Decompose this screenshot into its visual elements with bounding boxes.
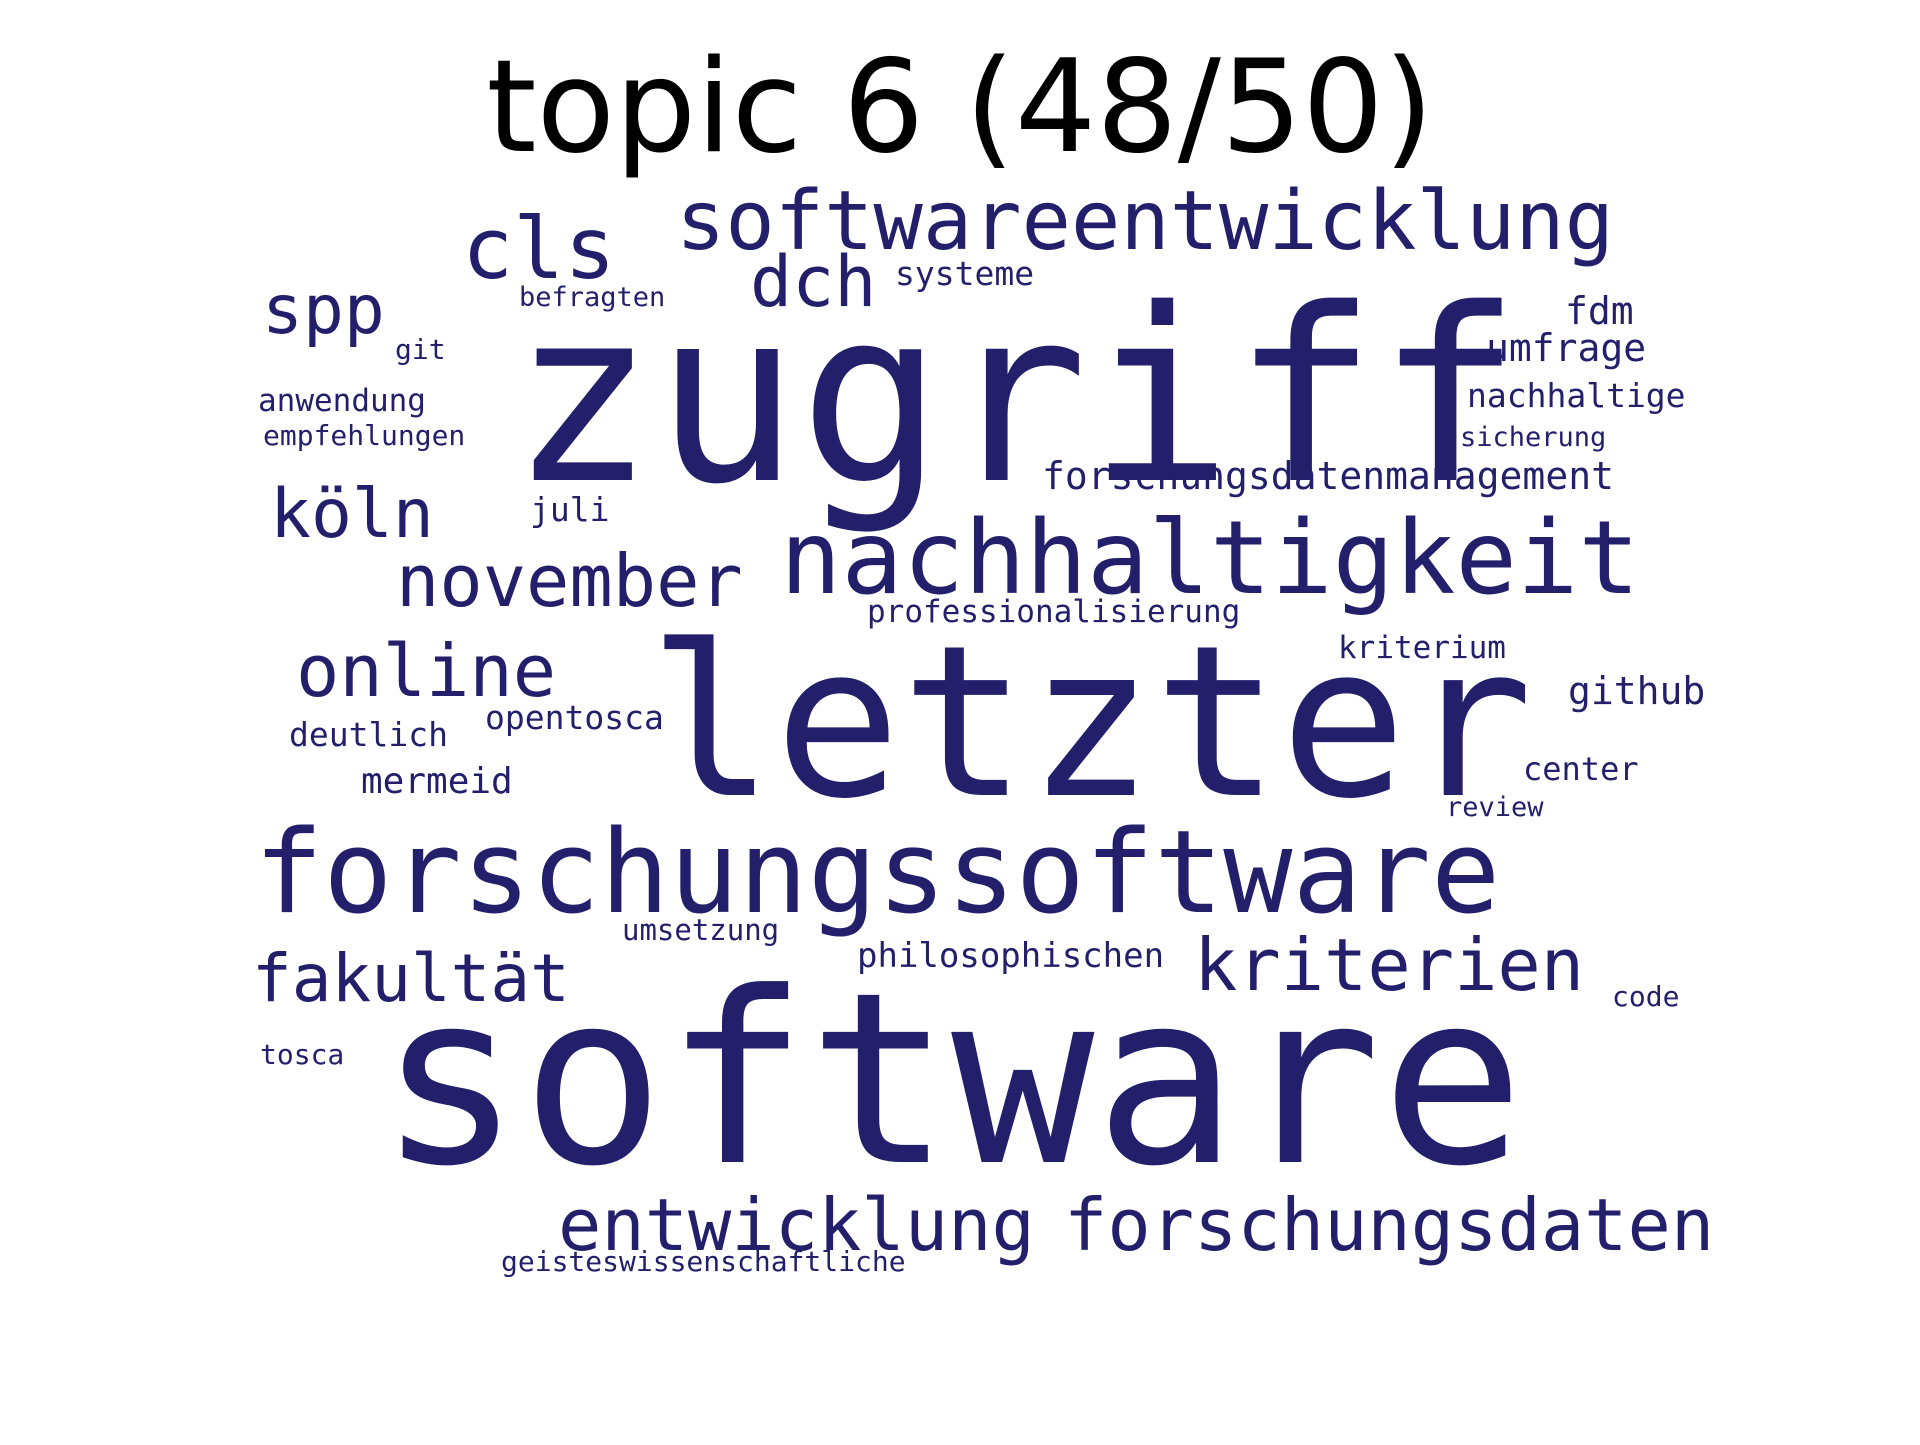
cloud-word: november [396, 539, 743, 623]
cloud-word: nachhaltigkeit [780, 499, 1640, 618]
cloud-word: kriterium [1338, 630, 1506, 666]
cloud-word: review [1446, 792, 1544, 823]
cloud-word: empfehlungen [263, 419, 465, 452]
cloud-word: dch [750, 241, 876, 323]
cloud-word: mermeid [361, 761, 513, 802]
cloud-word: anwendung [258, 383, 426, 419]
cloud-word: umsetzung [622, 913, 779, 947]
cloud-word: spp [262, 271, 385, 350]
cloud-word: cls [462, 200, 616, 299]
cloud-word: umfrage [1486, 326, 1646, 370]
cloud-word: nachhaltige [1467, 376, 1686, 415]
cloud-word: center [1523, 750, 1639, 788]
cloud-word: befragten [519, 282, 665, 313]
cloud-word: zugriff [510, 257, 1521, 537]
figure-title: topic 6 (48/50) [486, 33, 1434, 182]
cloud-word: online [296, 629, 556, 713]
cloud-word: fdm [1565, 289, 1634, 333]
cloud-word: fakultät [252, 940, 570, 1017]
cloud-word: systeme [895, 254, 1034, 293]
cloud-word: kriterien [1194, 923, 1584, 1007]
cloud-word: git [395, 333, 446, 366]
cloud-word: softwareentwicklung [676, 174, 1614, 269]
cloud-word: forschungssoftware [254, 806, 1500, 940]
cloud-word: juli [530, 490, 609, 529]
cloud-word: forschungsdatenmanagement [1042, 454, 1614, 498]
cloud-word: professionalisierung [867, 594, 1240, 630]
cloud-word: tosca [260, 1038, 344, 1071]
cloud-word: entwicklung [558, 1183, 1035, 1267]
cloud-word: software [378, 942, 1524, 1219]
cloud-word: github [1568, 669, 1705, 713]
cloud-word: code [1612, 980, 1679, 1013]
cloud-word: philosophischen [857, 936, 1164, 976]
cloud-word: opentosca [485, 698, 664, 737]
cloud-word: deutlich [289, 715, 448, 754]
cloud-word: forschungsdaten [1064, 1183, 1714, 1267]
cloud-word: sicherung [1460, 422, 1606, 453]
cloud-word: köln [270, 475, 434, 554]
cloud-word: letzter [648, 600, 1533, 845]
cloud-word: geisteswissenschaftliche [501, 1245, 906, 1278]
